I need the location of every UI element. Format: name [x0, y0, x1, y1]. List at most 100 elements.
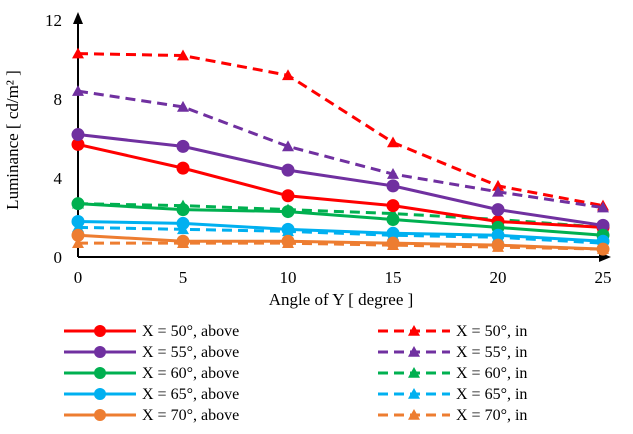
legend-entry: X = 60°, above	[64, 365, 239, 382]
legend-label: X = 60°, above	[142, 365, 239, 382]
data-point	[387, 136, 399, 148]
legend-entry: X = 55°, in	[378, 344, 527, 361]
x-tick-label: 5	[179, 268, 188, 287]
data-point	[176, 203, 190, 217]
series-line	[77, 202, 604, 237]
data-point	[177, 49, 189, 61]
legend-marker	[94, 409, 106, 421]
y-tick-label: 0	[54, 248, 63, 267]
series	[71, 47, 610, 256]
data-point	[492, 179, 504, 191]
series-2	[71, 128, 610, 232]
legend-marker	[408, 388, 420, 399]
data-point	[72, 85, 84, 96]
legend-entry: X = 70°, in	[378, 407, 527, 424]
x-tick-label: 10	[280, 268, 297, 287]
data-point	[387, 168, 399, 179]
legend-marker	[94, 325, 106, 337]
legend-entry: X = 70°, above	[64, 407, 239, 424]
legend-label: X = 65°, above	[142, 386, 239, 403]
data-point	[71, 228, 85, 242]
data-point	[386, 199, 400, 213]
legend-entry: X = 60°, in	[378, 365, 527, 382]
data-point	[386, 212, 400, 226]
legend-marker	[408, 367, 420, 378]
legend-marker	[408, 409, 420, 420]
legend-label: X = 65°, in	[456, 386, 527, 403]
series-line	[78, 241, 604, 251]
legend-marker	[408, 325, 420, 336]
series-line	[77, 89, 604, 210]
data-point	[281, 222, 295, 236]
legend-entry: X = 55°, above	[64, 344, 239, 361]
series-1	[72, 47, 609, 211]
data-point	[281, 205, 295, 219]
legend-marker	[408, 346, 420, 357]
data-point	[596, 218, 610, 232]
series-line	[77, 219, 604, 243]
data-point	[386, 226, 400, 240]
x-tick-label: 25	[595, 268, 612, 287]
data-point	[176, 216, 190, 230]
x-tick-label: 0	[74, 268, 83, 287]
legend-entry: X = 65°, above	[64, 386, 239, 403]
y-axis-title: Luminance [ cd/m² ]	[3, 70, 22, 210]
legend: X = 50°, above X = 55°, above X = 60°, abo…	[64, 323, 527, 424]
data-point	[176, 234, 190, 248]
series-line	[77, 233, 604, 251]
legend-label: X = 60°, in	[456, 365, 527, 382]
data-point	[282, 69, 294, 81]
data-point	[176, 161, 190, 175]
y-tick-label: 8	[54, 90, 63, 109]
data-point	[491, 203, 505, 217]
legend-entry: X = 50°, in	[378, 323, 527, 340]
y-tick-label: 4	[54, 169, 63, 188]
legend-label: X = 70°, above	[142, 407, 239, 424]
series-line	[77, 202, 604, 229]
data-point	[72, 47, 84, 59]
legend-label: X = 50°, in	[456, 323, 527, 340]
series-line	[77, 52, 604, 208]
ticks: 0 5 10 15 20 25 0 4 8 12	[45, 11, 612, 287]
data-point	[491, 238, 505, 252]
series-line	[77, 225, 604, 245]
series-0	[71, 137, 610, 234]
data-point	[491, 228, 505, 242]
series-line	[77, 142, 604, 229]
data-point	[176, 139, 190, 153]
x-axis-title: Angle of Y [ degree ]	[269, 290, 414, 309]
data-point	[72, 237, 84, 248]
data-point	[71, 197, 85, 211]
data-point	[386, 236, 400, 250]
data-point	[177, 100, 189, 112]
x-tick-label: 20	[490, 268, 507, 287]
data-point	[71, 137, 85, 151]
data-point	[492, 185, 504, 197]
data-point	[71, 214, 85, 228]
series-3	[72, 85, 609, 213]
series-8	[71, 228, 610, 256]
data-point	[597, 201, 609, 213]
x-tick-label: 15	[385, 268, 402, 287]
data-point	[281, 189, 295, 203]
legend-label: X = 50°, above	[142, 323, 239, 340]
data-point	[596, 242, 610, 256]
legend-label: X = 55°, in	[456, 344, 527, 361]
data-point	[281, 163, 295, 177]
legend-marker	[94, 346, 106, 358]
y-axis-arrow	[73, 12, 83, 24]
data-point	[281, 234, 295, 248]
series-4	[71, 197, 610, 242]
series-line	[77, 133, 604, 227]
data-point	[71, 128, 85, 142]
legend-marker	[94, 388, 106, 400]
legend-entry: X = 50°, above	[64, 323, 239, 340]
data-point	[386, 179, 400, 193]
y-tick-label: 12	[45, 11, 62, 30]
legend-marker	[94, 367, 106, 379]
legend-entry: X = 65°, in	[378, 386, 527, 403]
data-point	[282, 140, 294, 152]
legend-label: X = 70°, in	[456, 407, 527, 424]
